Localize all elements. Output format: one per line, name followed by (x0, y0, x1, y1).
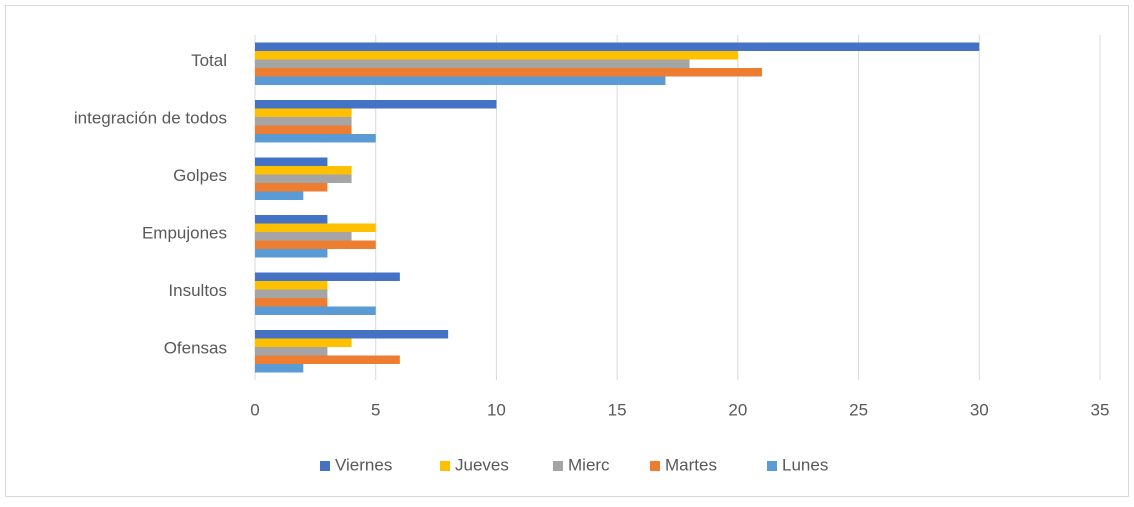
bar (255, 232, 352, 241)
bar (255, 215, 328, 224)
bar (255, 191, 304, 200)
legend-swatch (440, 461, 450, 471)
legend-swatch (650, 461, 660, 471)
x-tick-label: 10 (487, 400, 506, 419)
bar (255, 249, 328, 258)
y-tick-label: Insultos (168, 281, 227, 300)
bar (255, 223, 376, 232)
bar (255, 117, 352, 126)
bar (255, 347, 328, 356)
x-tick-label: 0 (250, 400, 259, 419)
y-tick-label: Empujones (142, 224, 227, 243)
bar (255, 157, 328, 166)
bar (255, 51, 738, 60)
legend-label: Martes (665, 455, 717, 474)
legend-swatch (767, 461, 777, 471)
y-tick-label: Total (191, 51, 227, 70)
y-tick-label: integración de todos (74, 109, 227, 128)
bar (255, 68, 762, 77)
bar (255, 125, 352, 134)
bar (255, 59, 690, 68)
x-tick-label: 5 (371, 400, 380, 419)
x-tick-label: 20 (728, 400, 747, 419)
bar (255, 306, 376, 315)
bar (255, 240, 376, 249)
bar (255, 174, 352, 183)
y-tick-label: Ofensas (164, 339, 227, 358)
bar (255, 42, 980, 51)
bar (255, 330, 449, 339)
bar (255, 355, 400, 364)
bar (255, 338, 352, 347)
y-tick-label: Golpes (173, 166, 227, 185)
bar (255, 100, 497, 109)
legend-label: Jueves (455, 455, 509, 474)
x-tick-label: 30 (970, 400, 989, 419)
x-tick-label: 15 (608, 400, 627, 419)
bar (255, 183, 328, 192)
bar (255, 364, 304, 373)
legend-swatch (553, 461, 563, 471)
bar (255, 289, 328, 298)
x-tick-label: 35 (1091, 400, 1110, 419)
chart-border (5, 5, 1129, 497)
bar (255, 281, 328, 290)
x-tick-label: 25 (849, 400, 868, 419)
legend-label: Lunes (782, 455, 828, 474)
legend-label: Mierc (568, 455, 610, 474)
bar (255, 76, 666, 85)
bar (255, 166, 352, 175)
bar (255, 298, 328, 307)
legend-label: Viernes (335, 455, 392, 474)
bar (255, 108, 352, 117)
bar (255, 272, 400, 281)
bar (255, 134, 376, 143)
legend-swatch (320, 461, 330, 471)
